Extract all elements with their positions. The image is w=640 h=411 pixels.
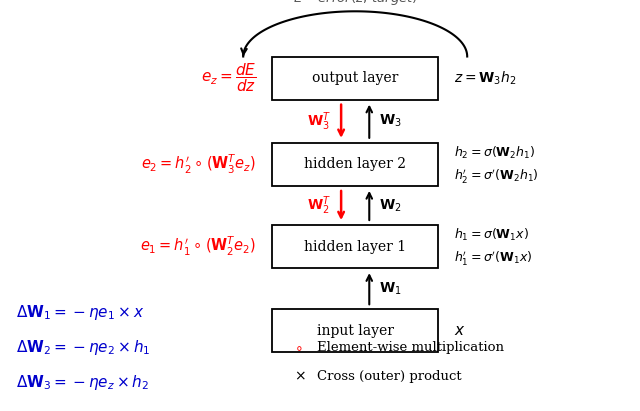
Text: $e_1 = h_1' \circ (\mathbf{W}_2^T e_2)$: $e_1 = h_1' \circ (\mathbf{W}_2^T e_2)$	[140, 235, 256, 258]
Text: $E = error(z,\,target)$: $E = error(z,\,target)$	[292, 0, 418, 7]
Text: hidden layer 2: hidden layer 2	[304, 157, 406, 171]
Text: $\mathbf{W}_2^T$: $\mathbf{W}_2^T$	[307, 194, 332, 217]
Text: input layer: input layer	[317, 324, 394, 338]
Text: $\Delta\mathbf{W}_1 = -\eta e_1 \times x$: $\Delta\mathbf{W}_1 = -\eta e_1 \times x…	[16, 303, 144, 322]
FancyBboxPatch shape	[272, 143, 438, 186]
Text: $e_z = \dfrac{dE}{dz}$: $e_z = \dfrac{dE}{dz}$	[200, 62, 256, 95]
Text: $\mathbf{W}_3^T$: $\mathbf{W}_3^T$	[307, 110, 332, 132]
Text: output layer: output layer	[312, 71, 398, 85]
FancyBboxPatch shape	[272, 309, 438, 352]
Text: $z = \mathbf{W}_3 h_2$: $z = \mathbf{W}_3 h_2$	[454, 69, 516, 87]
Text: $h_2 = \sigma(\mathbf{W}_2 h_1)$: $h_2 = \sigma(\mathbf{W}_2 h_1)$	[454, 145, 536, 161]
Text: $h_1' = \sigma'(\mathbf{W}_1 x)$: $h_1' = \sigma'(\mathbf{W}_1 x)$	[454, 249, 532, 267]
Text: Element-wise multiplication: Element-wise multiplication	[317, 341, 504, 354]
Text: $x$: $x$	[454, 324, 466, 338]
Text: $\Delta\mathbf{W}_2 = -\eta e_2 \times h_1$: $\Delta\mathbf{W}_2 = -\eta e_2 \times h…	[16, 338, 150, 357]
Text: $\Delta\mathbf{W}_3 = -\eta e_z \times h_2$: $\Delta\mathbf{W}_3 = -\eta e_z \times h…	[16, 373, 149, 392]
Text: hidden layer 1: hidden layer 1	[304, 240, 406, 254]
Text: $\mathbf{W}_1$: $\mathbf{W}_1$	[379, 281, 401, 297]
FancyBboxPatch shape	[272, 56, 438, 99]
Text: $\circ$: $\circ$	[294, 340, 303, 354]
Text: $\mathbf{W}_2$: $\mathbf{W}_2$	[379, 197, 401, 214]
Text: Cross (outer) product: Cross (outer) product	[317, 369, 461, 383]
Text: $e_2 = h_2' \circ (\mathbf{W}_3^T e_z)$: $e_2 = h_2' \circ (\mathbf{W}_3^T e_z)$	[141, 153, 256, 176]
FancyBboxPatch shape	[272, 225, 438, 268]
Text: $h_1 = \sigma(\mathbf{W}_1 x)$: $h_1 = \sigma(\mathbf{W}_1 x)$	[454, 227, 529, 243]
Text: $\times$: $\times$	[294, 369, 306, 383]
Text: $h_2' = \sigma'(\mathbf{W}_2 h_1)$: $h_2' = \sigma'(\mathbf{W}_2 h_1)$	[454, 167, 539, 185]
Text: $\mathbf{W}_3$: $\mathbf{W}_3$	[379, 113, 402, 129]
